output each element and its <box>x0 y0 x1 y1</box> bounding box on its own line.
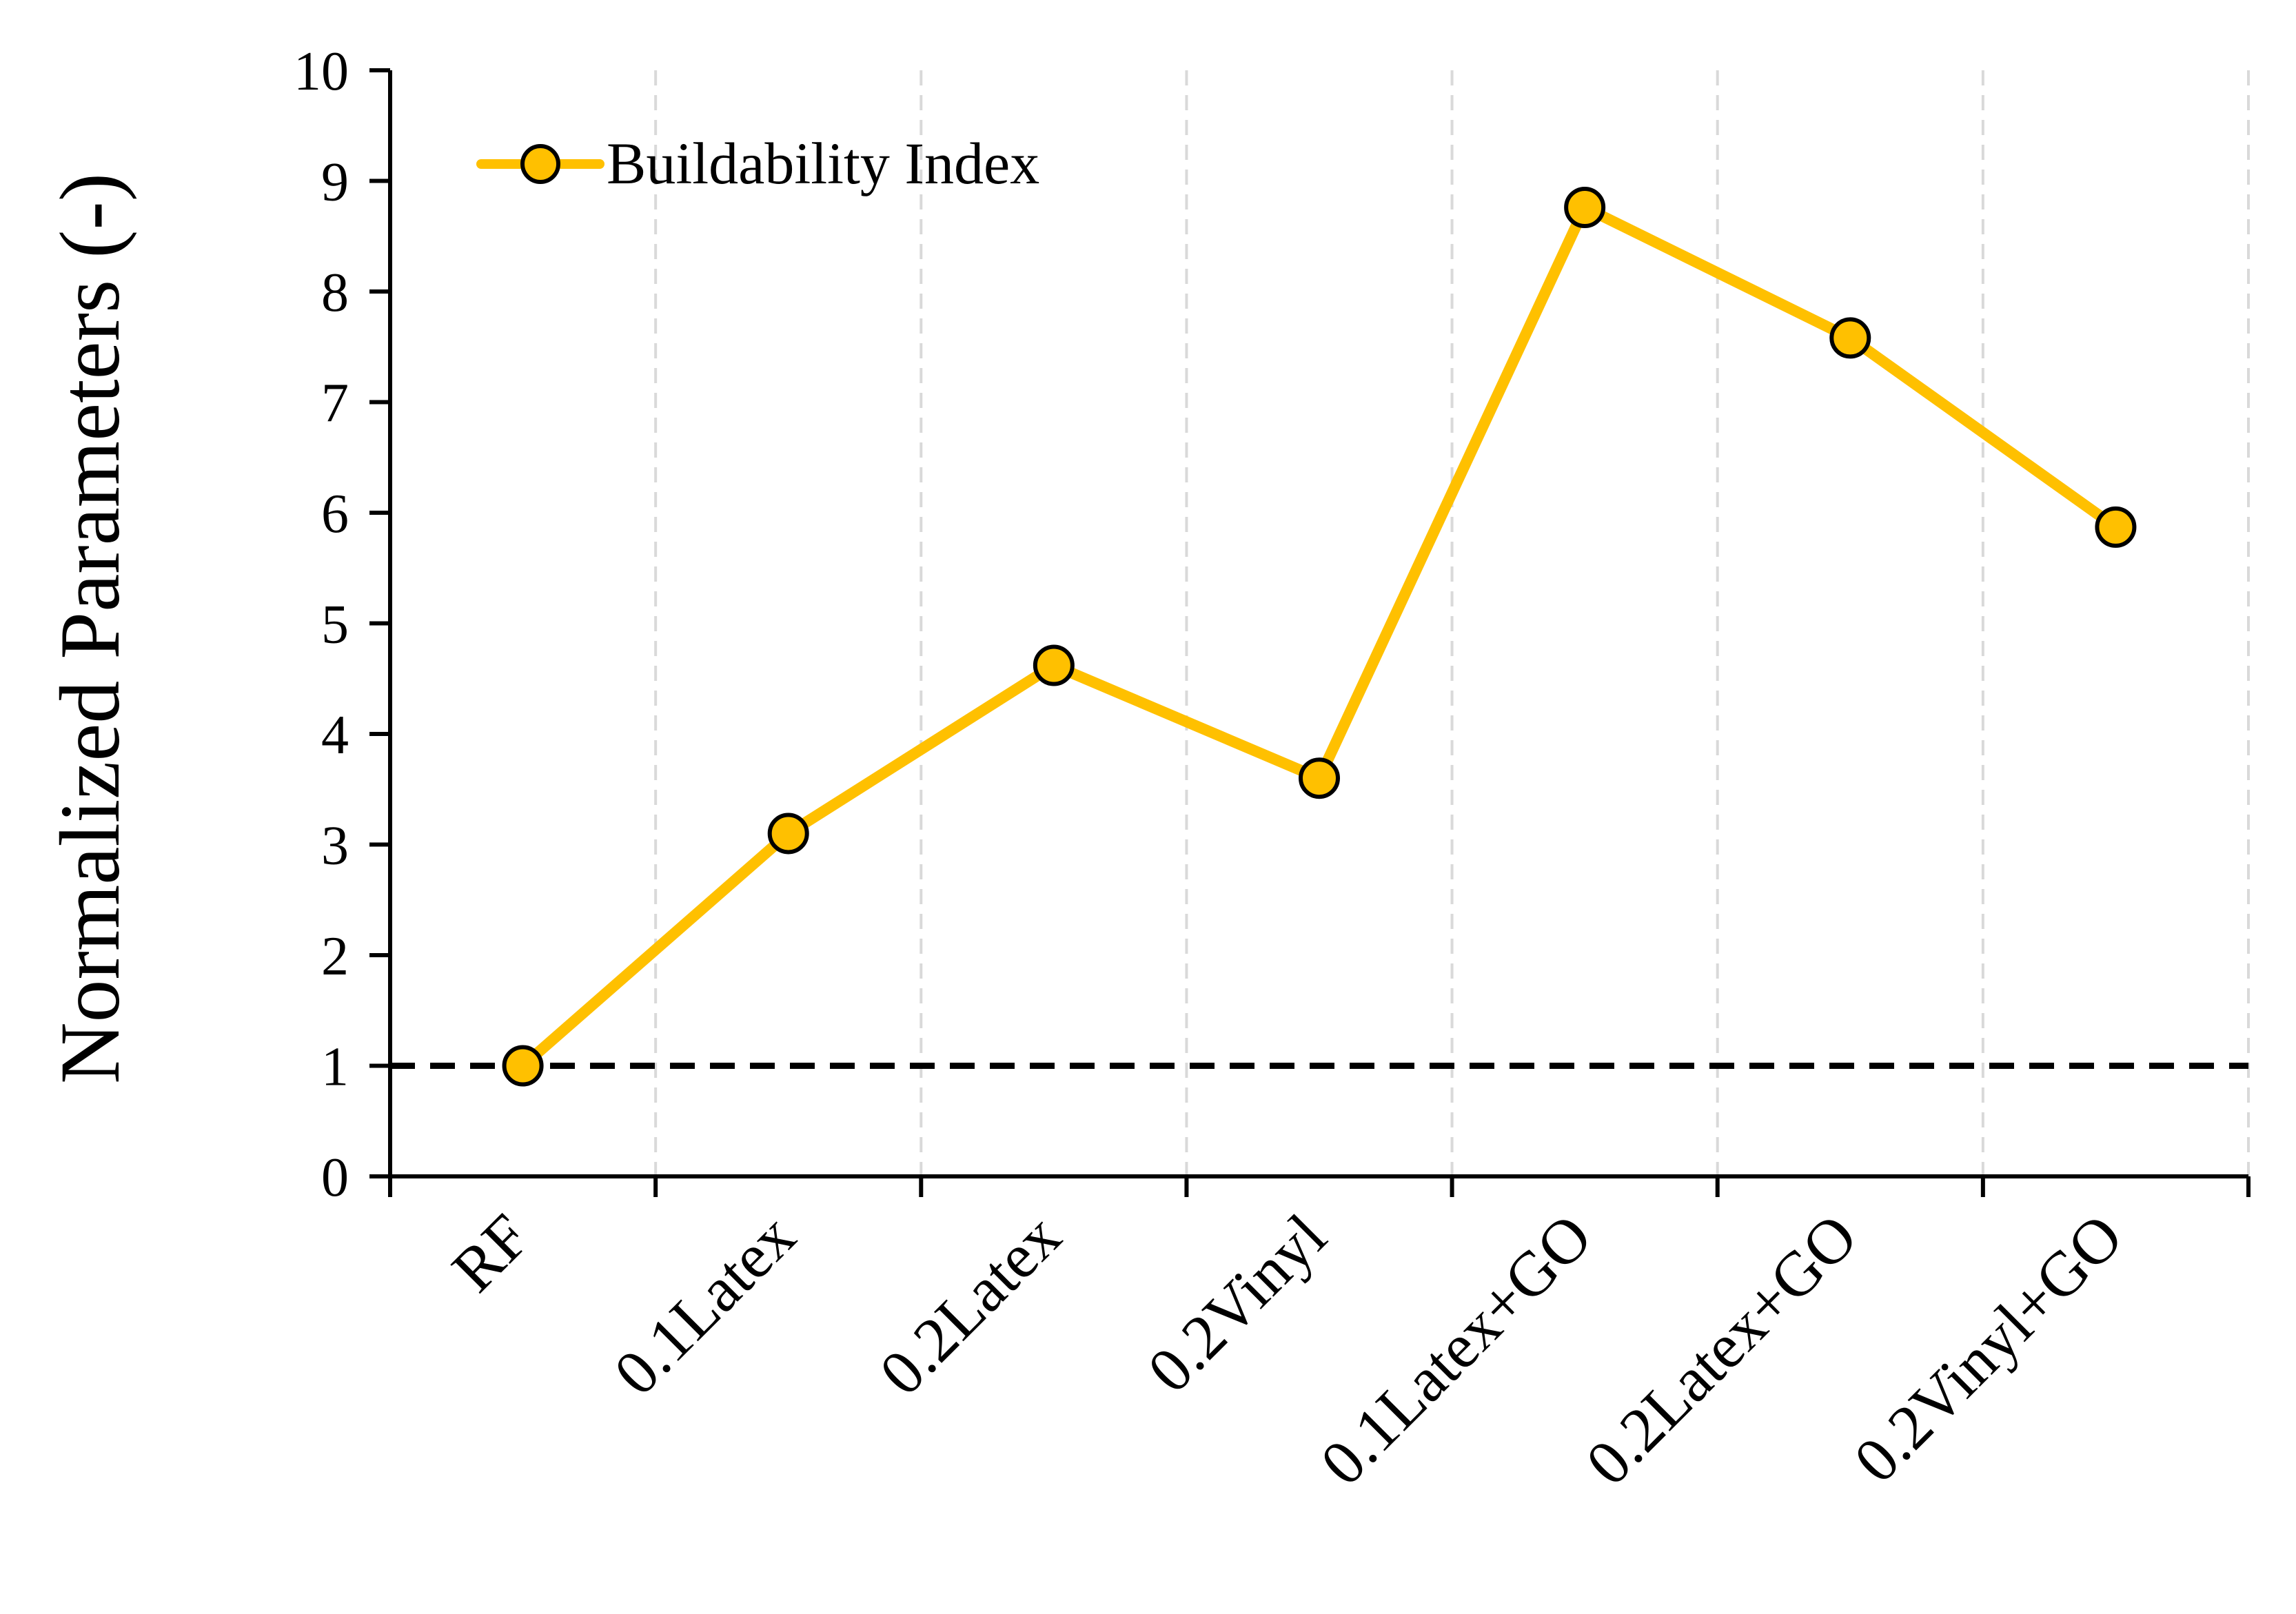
y-tick-label: 2 <box>321 926 349 987</box>
data-point <box>1829 317 1871 359</box>
y-tick-label: 5 <box>321 595 349 655</box>
data-point <box>2095 506 2137 548</box>
x-category-label: 0.1Latex+GO <box>1307 1201 1605 1498</box>
series-line <box>517 202 2122 1072</box>
x-category-label: 0.2Latex+GO <box>1572 1201 1870 1498</box>
data-point <box>502 1045 544 1087</box>
y-ticks: 0 1 2 3 4 5 6 7 8 9 10 <box>294 41 390 1208</box>
y-axis-title: Normalized Parameters (-) <box>43 173 137 1084</box>
y-tick-label: 6 <box>321 484 349 544</box>
y-tick-label: 8 <box>321 263 349 323</box>
y-tick-label: 7 <box>321 374 349 434</box>
data-point <box>767 813 809 855</box>
y-tick-label: 3 <box>321 816 349 877</box>
y-tick-label: 10 <box>294 41 349 102</box>
x-category-label: 0.1Latex <box>600 1201 809 1409</box>
x-ticks: RF 0.1Latex 0.2Latex 0.2Vinyl0.1Latex+GO0.2… <box>388 1176 2251 1498</box>
x-category-label: 0.2Latex <box>866 1201 1074 1409</box>
x-category-label: 0.2Vinyl+GO <box>1840 1201 2135 1495</box>
data-point <box>1033 644 1075 686</box>
data-point <box>1299 757 1340 799</box>
y-tick-label: 9 <box>321 152 349 213</box>
x-category-label: RF <box>438 1201 543 1305</box>
x-category-label: 0.2Vinyl <box>1134 1201 1339 1406</box>
series-buildability-index <box>502 187 2137 1087</box>
y-tick-label: 4 <box>321 705 349 766</box>
data-point <box>1564 187 1606 229</box>
legend-marker <box>520 144 560 184</box>
legend: Buildability Index <box>476 130 1039 196</box>
grid-lines <box>654 70 2250 1176</box>
y-tick-label: 0 <box>321 1147 349 1208</box>
y-tick-label: 1 <box>321 1037 349 1098</box>
legend-label: Buildability Index <box>607 130 1039 196</box>
axes <box>388 70 2248 1178</box>
